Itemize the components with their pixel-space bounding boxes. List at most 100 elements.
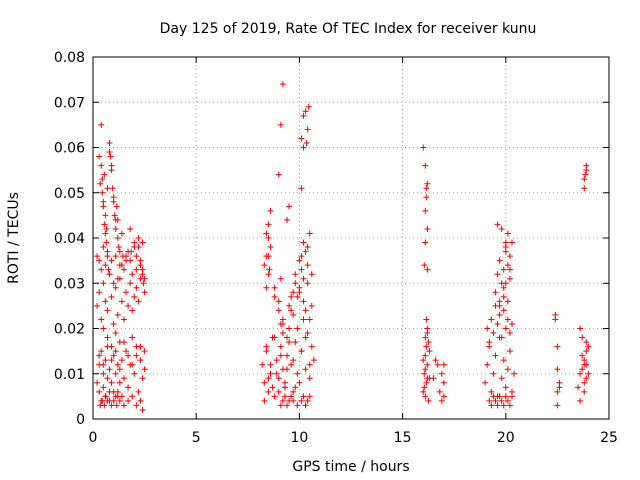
data-point [273,370,280,377]
x-tick-label: 0 [89,430,98,446]
data-point [263,284,270,291]
data-point [294,293,301,300]
data-point [500,357,507,364]
data-point [271,293,278,300]
data-point [288,393,295,400]
data-point [110,320,117,327]
data-point [440,361,447,368]
data-point [137,257,144,264]
data-point [98,266,105,273]
data-point [279,316,286,323]
data-point [284,216,291,223]
data-point [96,289,103,296]
data-point [579,352,586,359]
data-point [107,153,114,160]
data-point [302,248,309,255]
data-point [120,402,127,409]
data-point [502,280,509,287]
data-point [108,257,115,264]
data-point [265,375,272,382]
data-point [498,375,505,382]
data-point [294,370,301,377]
data-point [425,397,432,404]
data-point [286,302,293,309]
plot-frame [92,56,610,420]
data-point [502,239,509,246]
data-point [125,302,132,309]
data-point [498,225,505,232]
data-point [308,271,315,278]
data-point [422,393,429,400]
data-point [116,397,123,404]
data-point [504,262,511,269]
data-point [114,388,121,395]
data-point [267,244,274,251]
data-point [109,185,116,192]
data-point [581,388,588,395]
data-point [94,379,101,386]
data-point [120,316,127,323]
data-point [496,257,503,264]
data-point [271,284,278,291]
data-point [115,244,122,251]
data-point [108,402,115,409]
data-point [583,348,590,355]
chart-title: Day 125 of 2019, Rate Of TEC Index for r… [160,21,537,37]
data-point [261,262,268,269]
data-point [425,339,432,346]
data-point [504,230,511,237]
data-point [271,393,278,400]
data-point [137,357,144,364]
data-point [279,397,286,404]
data-point [290,388,297,395]
data-point [290,357,297,364]
data-point [583,162,590,169]
data-point [129,361,136,368]
data-point [100,361,107,368]
data-point [556,384,563,391]
data-point [581,185,588,192]
data-point [490,330,497,337]
data-point [100,325,107,332]
data-point [259,361,266,368]
data-point [484,361,491,368]
data-point [100,384,107,391]
data-point [277,121,284,128]
data-point [306,316,313,323]
data-point [112,284,119,291]
data-point [120,266,127,273]
data-point [104,307,111,314]
data-point [300,298,307,305]
data-point [300,144,307,151]
data-point [98,348,105,355]
data-point [500,402,507,409]
data-point [577,370,584,377]
data-point [506,330,513,337]
data-point [298,253,305,260]
data-point [575,384,582,391]
data-point [102,212,109,219]
data-point [500,307,507,314]
data-point [300,239,307,246]
data-point [275,307,282,314]
data-point [141,348,148,355]
data-point [286,203,293,210]
x-tick-label: 10 [290,430,308,446]
data-point [139,271,146,278]
data-point [123,257,130,264]
data-point [420,357,427,364]
data-point [103,239,110,246]
data-point [97,180,104,187]
y-tick-label: 0.03 [54,276,85,292]
data-point [99,189,106,196]
data-point [440,379,447,386]
data-point [424,375,431,382]
data-point [133,253,140,260]
data-point [98,316,105,323]
data-point [114,275,121,282]
data-point [263,230,270,237]
data-point [96,257,103,264]
data-point [118,230,125,237]
data-point [129,307,136,314]
data-point [554,343,561,350]
